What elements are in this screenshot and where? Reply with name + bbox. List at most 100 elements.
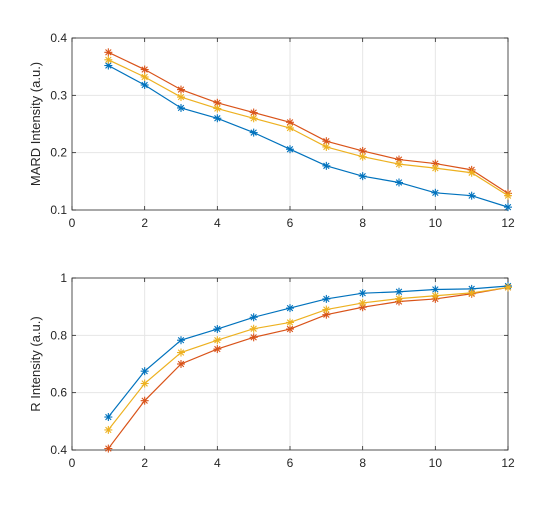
data-point: [213, 114, 222, 123]
x-tick-label: 10: [429, 456, 443, 470]
marker-stroke: [395, 179, 403, 186]
x-tick-label: 8: [359, 456, 366, 470]
marker-stroke: [214, 336, 221, 344]
marker-stroke: [177, 336, 185, 344]
data-point: [322, 305, 331, 314]
marker-stroke: [359, 147, 366, 155]
marker-stroke: [395, 288, 403, 295]
marker-stroke: [286, 119, 294, 126]
data-point: [249, 114, 258, 123]
marker-stroke: [468, 192, 475, 199]
data-point: [249, 324, 258, 333]
marker-stroke: [323, 143, 330, 151]
y-tick-label: 0.4: [50, 31, 67, 45]
data-point: [104, 425, 113, 434]
y-axis-label: R Intensity (a.u.): [28, 316, 43, 411]
data-point: [286, 124, 294, 133]
series-line: [107, 285, 509, 418]
data-point: [213, 98, 222, 107]
data-point: [177, 93, 185, 102]
y-tick-label: 0.6: [50, 386, 67, 400]
marker-stroke: [286, 146, 294, 153]
marker-stroke: [105, 56, 112, 64]
marker-stroke: [395, 156, 403, 163]
data-point: [467, 168, 476, 177]
series-3: [104, 55, 512, 200]
data-point: [395, 178, 403, 187]
data-point: [249, 333, 258, 342]
x-tick-label: 4: [214, 456, 221, 470]
x-tick-label: 2: [141, 216, 148, 230]
marker-stroke: [105, 413, 112, 421]
data-point: [177, 85, 185, 94]
x-tick-label: 6: [287, 456, 294, 470]
series-3: [104, 283, 512, 434]
marker-stroke: [105, 62, 112, 69]
marker-stroke: [468, 169, 475, 176]
marker-stroke: [214, 105, 221, 112]
marker-stroke: [395, 295, 403, 302]
marker-stroke: [286, 325, 294, 333]
marker-stroke: [177, 93, 185, 101]
data-point: [286, 304, 294, 313]
y-tick-label: 0.8: [50, 328, 67, 342]
data-point: [140, 72, 149, 81]
marker-stroke: [141, 367, 148, 375]
data-point: [177, 103, 185, 112]
marker-stroke: [323, 306, 330, 313]
data-point: [431, 164, 440, 173]
chart-2: 0 2 4 6 8 10 12 0.4 0.6 0.8 1 R Intensity (a.u.): [28, 271, 515, 470]
marker-stroke: [395, 160, 403, 168]
data-point: [322, 294, 331, 303]
data-point: [140, 367, 149, 376]
data-point: [395, 287, 403, 296]
x-tick-label: 12: [501, 456, 515, 470]
marker-stroke: [504, 192, 512, 199]
data-point: [177, 348, 185, 357]
marker-stroke: [250, 334, 257, 341]
data-point: [213, 345, 222, 354]
x-tick-label: 2: [141, 456, 148, 470]
x-tick-label: 8: [359, 216, 366, 230]
series-1: [104, 61, 512, 212]
marker-stroke: [359, 153, 366, 160]
data-point: [104, 413, 113, 422]
data-point: [140, 81, 149, 90]
x-tick-label: 12: [501, 216, 515, 230]
marker-stroke: [214, 345, 221, 353]
marker-stroke: [359, 289, 366, 297]
data-point: [213, 336, 222, 345]
y-tick-label: 0.2: [50, 146, 67, 160]
y-tick-label: 1: [60, 271, 67, 285]
marker-stroke: [432, 164, 439, 172]
marker-stroke: [504, 284, 512, 291]
data-point: [213, 325, 222, 334]
data-point: [177, 336, 185, 345]
marker-stroke: [250, 115, 257, 122]
series-line: [108, 59, 509, 197]
series-line: [107, 286, 509, 449]
data-point: [249, 313, 258, 322]
marker-stroke: [141, 397, 148, 404]
data-point: [504, 203, 512, 212]
data-point: [431, 188, 440, 197]
data-point: [322, 161, 331, 170]
series-1: [104, 282, 512, 422]
marker-stroke: [359, 299, 366, 307]
data-point: [249, 128, 258, 137]
data-point: [358, 152, 367, 161]
data-point: [504, 191, 512, 200]
y-axis-label: MARD Intensity (a.u.): [28, 62, 43, 186]
data-point: [104, 55, 113, 64]
marker-stroke: [177, 360, 185, 368]
marker-stroke: [105, 445, 112, 452]
marker-stroke: [177, 104, 185, 112]
y-tick-label: 0.1: [50, 203, 67, 217]
marker-stroke: [141, 66, 148, 73]
data-point: [358, 289, 367, 298]
marker-stroke: [177, 86, 185, 93]
data-point: [467, 288, 476, 297]
series-line: [108, 51, 509, 194]
data-point: [140, 396, 149, 405]
